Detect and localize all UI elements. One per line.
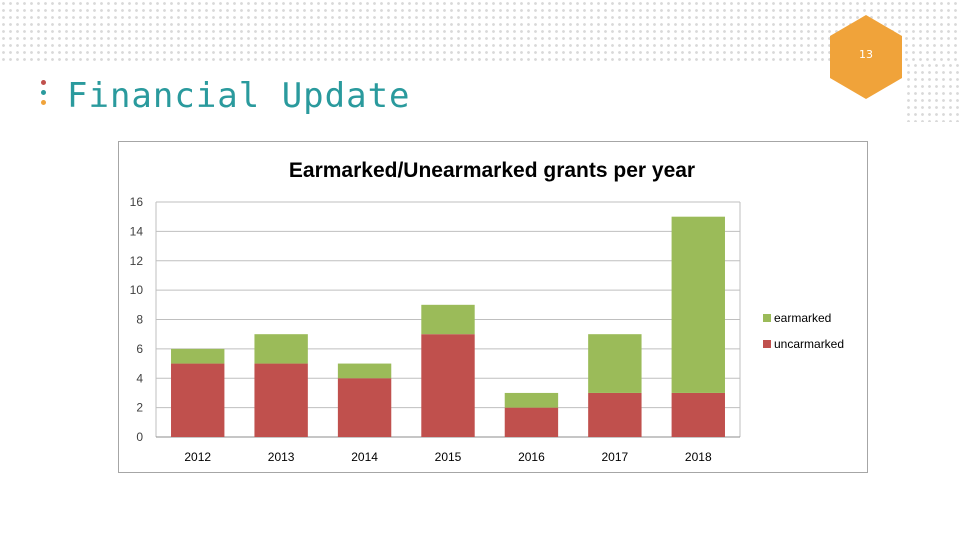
y-tick-label: 16: [130, 195, 144, 209]
dotted-pattern-right: [905, 62, 960, 122]
y-tick-label: 4: [136, 371, 143, 385]
y-tick-label: 14: [130, 224, 144, 238]
x-tick-label: 2018: [685, 450, 712, 464]
bar-earmarked-2012: [171, 348, 225, 364]
y-tick-label: 6: [136, 342, 143, 356]
legend-label-uncarmarked: uncarmarked: [774, 337, 844, 351]
bar-uncarmarked-2017: [588, 392, 642, 437]
slide-title: Financial Update: [67, 76, 411, 116]
bar-uncarmarked-2012: [171, 363, 225, 437]
x-tick-label: 2016: [518, 450, 545, 464]
legend-swatch-earmarked: [763, 314, 771, 322]
bar-earmarked-2014: [337, 363, 392, 379]
y-tick-label: 0: [136, 430, 143, 444]
stacked-bar-chart: Earmarked/Unearmarked grants per year 0 2…: [130, 159, 844, 464]
chart-title: Earmarked/Unearmarked grants per year: [289, 159, 695, 182]
bar-uncarmarked-2018: [671, 392, 725, 437]
bar-earmarked-2017: [588, 334, 642, 393]
title-marker-icon: [41, 80, 49, 112]
bar-uncarmarked-2014: [337, 378, 392, 437]
bar-earmarked-2013: [254, 334, 308, 364]
bar-earmarked-2018: [671, 216, 725, 393]
x-tick-label: 2012: [184, 450, 211, 464]
page-number-hexagon: [830, 15, 902, 99]
bar-earmarked-2015: [421, 304, 475, 335]
y-tick-label: 12: [130, 254, 144, 268]
y-tick-label: 2: [136, 401, 143, 415]
legend-label-earmarked: earmarked: [774, 311, 831, 325]
x-tick-label: 2014: [351, 450, 378, 464]
x-tick-label: 2013: [268, 450, 295, 464]
page-number: 13: [859, 48, 873, 61]
dotted-pattern-top: [0, 0, 960, 62]
x-tick-label: 2017: [602, 450, 629, 464]
bar-uncarmarked-2015: [421, 334, 475, 437]
y-tick-label: 8: [136, 313, 143, 327]
bar-uncarmarked-2016: [504, 407, 559, 437]
y-tick-label: 10: [130, 283, 144, 297]
chart-frame: Earmarked/Unearmarked grants per year 0 2…: [118, 141, 868, 473]
legend-swatch-uncarmarked: [763, 340, 771, 348]
bar-earmarked-2016: [504, 392, 559, 408]
x-tick-label: 2015: [435, 450, 462, 464]
bar-uncarmarked-2013: [254, 363, 308, 437]
